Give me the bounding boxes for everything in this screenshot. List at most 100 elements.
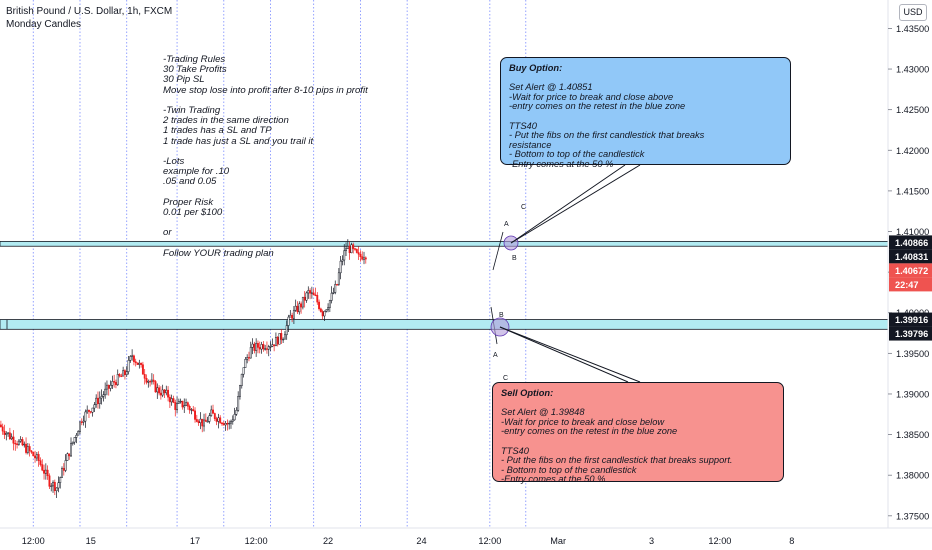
candle-body [271, 344, 274, 347]
candle-body [43, 469, 45, 474]
price-label-bg [889, 326, 932, 341]
zones [0, 240, 889, 330]
candle-body [246, 357, 249, 360]
candle-body [355, 249, 358, 253]
candle-body [267, 346, 270, 350]
candle-body [39, 460, 42, 465]
candle-body [59, 477, 62, 483]
candle-body [314, 294, 317, 296]
currency-button[interactable]: USD [899, 4, 927, 21]
candle-body [257, 343, 259, 348]
candle-body [100, 396, 103, 399]
callout-line [499, 326, 629, 383]
buy-box-line: resistance [509, 139, 552, 150]
candle-body [186, 402, 189, 407]
candle-body [161, 389, 164, 396]
candle-body [150, 379, 153, 383]
candle-body [1, 426, 4, 432]
candle-body [228, 422, 231, 425]
candle-body [194, 410, 196, 420]
candle-body [127, 360, 130, 372]
candle-body [242, 367, 245, 375]
support-zone [0, 319, 889, 330]
candle-body [230, 421, 232, 424]
candle-body [354, 248, 356, 250]
candle-body [64, 460, 67, 471]
time-tick-label: 22 [323, 536, 333, 546]
candle-body [23, 443, 26, 446]
candle-body [292, 309, 295, 319]
candle-body [316, 295, 319, 303]
candle-body [3, 430, 6, 435]
candle-body [71, 441, 74, 444]
candle-body [307, 290, 310, 294]
candle-body [46, 469, 49, 477]
candle-body [140, 362, 143, 365]
candle-body [262, 344, 265, 350]
candle-body [174, 402, 177, 410]
candle-body [273, 344, 276, 347]
time-tick-label: 8 [789, 536, 794, 546]
price-tick-label: 1.42500 [896, 105, 929, 115]
sell-box-line: -entry comes on the retest in the blue z… [501, 426, 678, 437]
candle-body [330, 292, 333, 301]
candle-body [122, 370, 125, 377]
candle-body [336, 284, 338, 286]
note-line [163, 218, 368, 228]
indicator-name: Monday Candles [6, 19, 82, 30]
candle-body [345, 248, 347, 251]
note-line: .05 and 0.05 [163, 176, 217, 188]
time-tick-label: 24 [416, 536, 426, 546]
candle-body [82, 420, 85, 423]
candle-body [132, 355, 135, 362]
candle-body [7, 432, 10, 434]
price-tick-label: 1.41500 [896, 186, 929, 196]
candle-body [348, 246, 351, 254]
candle-body [361, 256, 364, 260]
candle-body [156, 387, 159, 393]
candle-body [212, 409, 214, 414]
candle-body [334, 284, 337, 293]
candle-body [5, 433, 8, 435]
candle-body [350, 244, 353, 254]
price-tick-label: 1.43500 [896, 24, 929, 34]
candle-body [255, 343, 258, 351]
note-line [163, 147, 368, 157]
price-label-bg [889, 263, 932, 278]
candle-body [283, 334, 286, 340]
price-label: 1.39916 [895, 315, 928, 325]
candle-body [219, 417, 222, 424]
candle-body [206, 421, 209, 423]
note-line: example for .10 [163, 166, 230, 178]
price-label-bg [889, 277, 932, 292]
candle-body [17, 440, 20, 445]
candle-body [332, 292, 335, 294]
candle-body [224, 423, 227, 426]
candle-body [98, 397, 101, 405]
candle-body [129, 356, 132, 361]
candle-body [305, 292, 308, 301]
candle-body [222, 423, 225, 426]
candle-body [339, 260, 342, 274]
candle-body [269, 346, 272, 348]
candle-body [53, 481, 56, 492]
candle-body [341, 259, 344, 262]
candle-body [32, 451, 35, 457]
time-tick-label: 15 [86, 536, 96, 546]
fib-label: A [493, 352, 498, 359]
time-axis: 12:00 15 17 12:00 22 24 12:00 Mar 3 12:00 8 [22, 536, 795, 546]
price-tick-label: 1.42000 [896, 146, 929, 156]
candle-body [118, 374, 121, 377]
candle-body [251, 343, 254, 348]
candle-body [235, 410, 238, 415]
candle-body [346, 246, 349, 250]
price-label: 1.40831 [895, 252, 928, 262]
candle-body [86, 409, 89, 413]
sell-box-line: -Wait for price to break and close below [501, 416, 665, 427]
note-line: 1 trades has a SL and TP [163, 125, 272, 137]
candle-body [41, 464, 44, 471]
candle-body [260, 344, 263, 350]
note-line: 1 trade has just a SL and you trail it [163, 135, 314, 147]
candle-body [147, 381, 150, 383]
